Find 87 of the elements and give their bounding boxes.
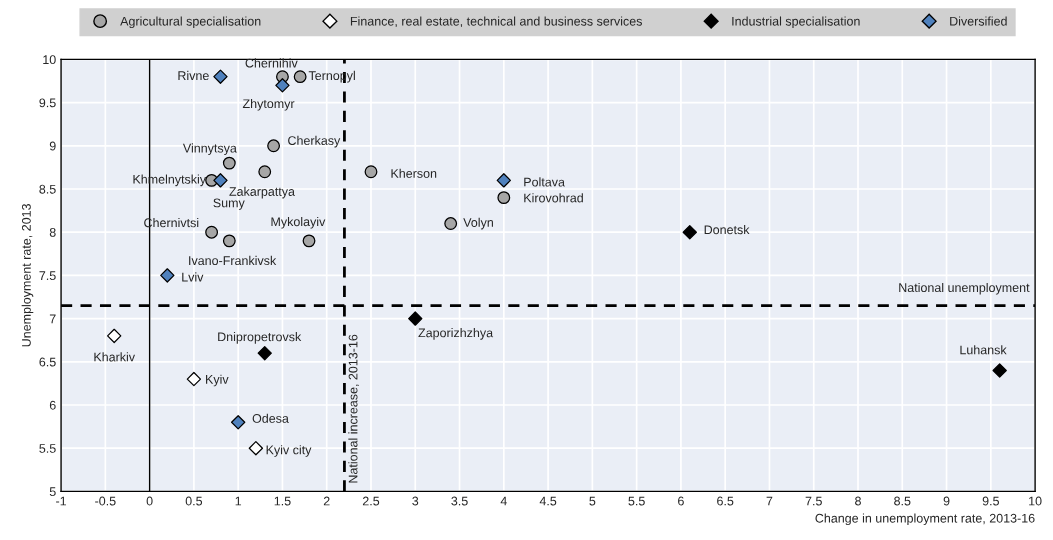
annotation: Zhytomyr [242, 98, 295, 111]
x-tick-label: 6 [678, 496, 684, 506]
point [222, 234, 236, 248]
annotation: Zaporizhzhya [418, 328, 494, 340]
x-tick-label: 8 [855, 496, 861, 506]
x-tick-label: 7 [766, 496, 773, 506]
y-tick-label: 8 [49, 228, 56, 237]
annotation: Kharkiv [94, 352, 135, 362]
point [992, 363, 1007, 378]
annotation: Volyn [463, 217, 493, 230]
annotation: Donetsk [704, 224, 750, 235]
annotation: Chernihiv [245, 58, 298, 68]
legend-label: Industrial specialisation [732, 16, 860, 29]
y-tick-label: 5 [49, 487, 56, 497]
x-tick-label: 9 [943, 496, 950, 506]
x-axis-title: Change in unemployment rate, 2013-16 [815, 513, 1035, 526]
y-axis-title: Unemployment rate, 2013 [21, 204, 34, 347]
point [302, 234, 316, 248]
point [160, 268, 175, 283]
annotation: Odesa [252, 413, 289, 423]
y-tick-label: 10 [43, 55, 56, 65]
x-tick-label: -0.5 [95, 496, 116, 506]
annotation: Dnipropetrovsk [218, 332, 302, 344]
x-tick-label: 1 [235, 496, 242, 506]
point [682, 224, 697, 240]
annotation: Luhansk [960, 345, 1007, 355]
point [213, 69, 228, 84]
x-tick-label: 0 [146, 496, 153, 506]
y-tick-label: 9 [49, 141, 56, 151]
x-tick-label: 7.5 [805, 496, 822, 506]
x-tick-label: 5 [589, 496, 596, 506]
x-tick-label: 2.5 [362, 496, 380, 506]
point [230, 415, 246, 430]
annotation: Lviv [182, 272, 204, 282]
point [258, 165, 272, 179]
annotation: Kherson [391, 168, 437, 178]
annotation: Kyiv city [266, 445, 312, 457]
point [364, 165, 378, 179]
point [408, 311, 423, 326]
point [275, 78, 290, 93]
annotation: Mykolayiv [271, 216, 326, 229]
x-tick-label: -1 [56, 496, 67, 506]
y-tick-label: 9.5 [39, 98, 56, 108]
point [186, 371, 202, 387]
point [497, 191, 511, 205]
x-tick-label: 5.5 [628, 496, 645, 506]
legend-label: Agricultural specialisation [120, 16, 261, 29]
x-tick-label: 9.5 [982, 496, 999, 506]
annotation: Rivne [178, 70, 209, 81]
annotation: Poltava [524, 177, 565, 187]
point [444, 217, 458, 230]
x-tick-label: 4 [500, 496, 507, 506]
y-tick-label: 6.5 [39, 357, 56, 367]
point [222, 156, 236, 170]
legend-label: Finance, real estate, technical and business services [350, 16, 642, 28]
x-tick-label: 10 [1029, 496, 1042, 506]
y-tick-label: 7 [49, 314, 56, 324]
x-tick-label: 6.5 [717, 496, 734, 506]
x-tick-label: 0.5 [185, 496, 203, 506]
y-tick-label: 7.5 [39, 271, 56, 281]
annotation: Vinnytsya [182, 143, 237, 156]
point [496, 173, 512, 188]
x-tick-label: 3.5 [451, 496, 468, 506]
point [248, 440, 264, 456]
x-tick-label: 8.5 [894, 496, 911, 506]
x-tick-label: 3 [412, 496, 419, 506]
y-tick-label: 8.5 [39, 184, 56, 194]
point [293, 70, 307, 84]
point [267, 139, 281, 153]
annotation: Cherkasy [288, 135, 341, 148]
point [257, 345, 272, 361]
point [106, 328, 122, 344]
annotation: Zakarpattya [229, 186, 295, 199]
point [205, 225, 219, 239]
x-tick-label: 2 [323, 496, 330, 506]
y-tick-label: 6 [49, 400, 56, 410]
x-tick-label: 4.5 [539, 496, 557, 506]
y-tick-label: 5.5 [39, 444, 56, 453]
x-tick-label: 1.5 [274, 496, 291, 506]
ref-line-label: National unemployment [899, 282, 1030, 295]
annotation: Ivano-Frankivsk [189, 255, 277, 266]
ref-line-label: National increase, 2013-16 [348, 334, 359, 483]
legend-label: Diversified [950, 16, 1007, 26]
annotation: Sumy [213, 198, 245, 210]
annotation: Kyiv [206, 374, 229, 387]
point [213, 173, 228, 188]
annotation: Kirovohrad [524, 193, 583, 203]
